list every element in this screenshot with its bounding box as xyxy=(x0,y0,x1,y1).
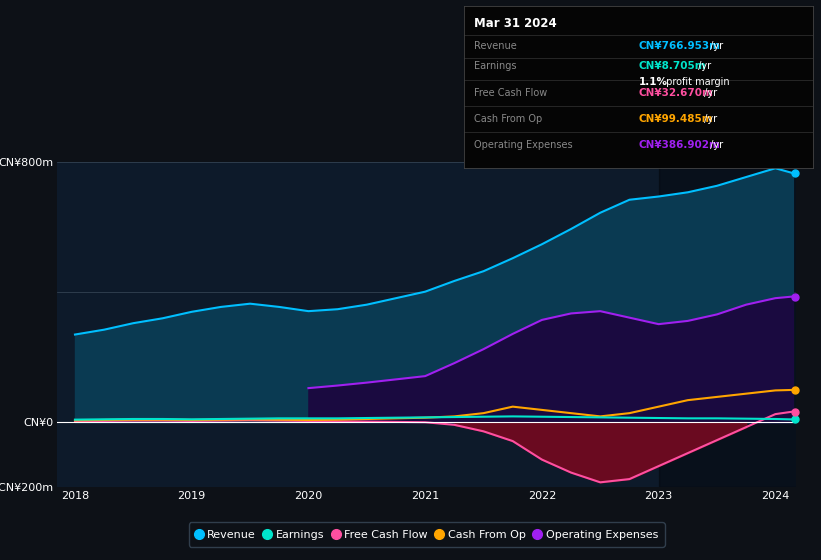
Text: Operating Expenses: Operating Expenses xyxy=(475,140,573,150)
Text: /yr: /yr xyxy=(708,140,723,150)
Text: /yr: /yr xyxy=(701,88,718,99)
Text: CN¥766.953m: CN¥766.953m xyxy=(639,41,720,51)
Text: /yr: /yr xyxy=(708,41,723,51)
Text: CN¥386.902m: CN¥386.902m xyxy=(639,140,720,150)
Text: Free Cash Flow: Free Cash Flow xyxy=(475,88,548,99)
Legend: Revenue, Earnings, Free Cash Flow, Cash From Op, Operating Expenses: Revenue, Earnings, Free Cash Flow, Cash … xyxy=(189,522,665,547)
Text: CN¥99.485m: CN¥99.485m xyxy=(639,114,713,124)
Text: /yr: /yr xyxy=(695,60,711,71)
Text: Cash From Op: Cash From Op xyxy=(475,114,543,124)
Text: Earnings: Earnings xyxy=(475,60,517,71)
Text: CN¥32.670m: CN¥32.670m xyxy=(639,88,713,99)
Text: 1.1%: 1.1% xyxy=(639,77,667,87)
Text: /yr: /yr xyxy=(701,114,718,124)
Bar xyxy=(658,162,816,487)
Text: profit margin: profit margin xyxy=(663,77,730,87)
Text: Mar 31 2024: Mar 31 2024 xyxy=(475,17,557,30)
Text: Revenue: Revenue xyxy=(475,41,517,51)
Text: CN¥8.705m: CN¥8.705m xyxy=(639,60,706,71)
